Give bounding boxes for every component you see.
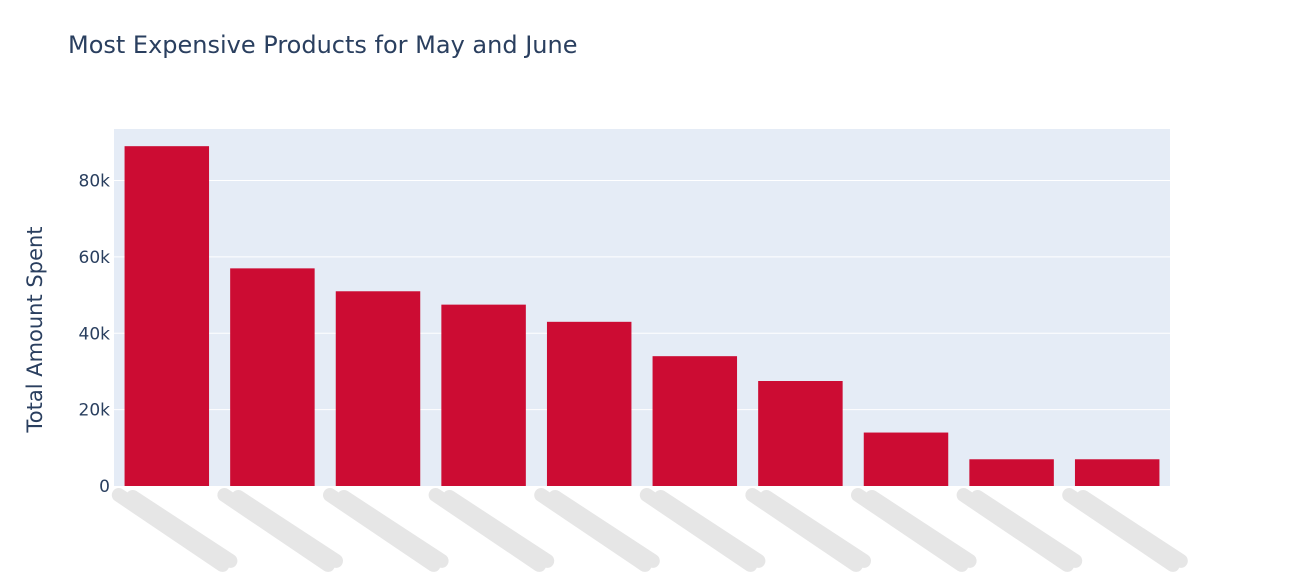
y-tick-label: 40k bbox=[79, 324, 111, 344]
redacted-x-label bbox=[1062, 488, 1188, 572]
bar bbox=[758, 381, 843, 486]
y-axis-title: Total Amount Spent bbox=[23, 226, 47, 433]
redacted-x-label bbox=[745, 488, 871, 572]
y-tick-label: 20k bbox=[79, 401, 111, 421]
bar bbox=[969, 459, 1054, 486]
redacted-x-label bbox=[217, 488, 343, 572]
redacted-x-label bbox=[851, 488, 977, 572]
y-tick-label: 80k bbox=[79, 172, 111, 192]
bar bbox=[863, 432, 949, 486]
bars bbox=[124, 146, 1160, 486]
chart-title: Most Expensive Products for May and June bbox=[68, 31, 577, 59]
redacted-x-label bbox=[639, 488, 766, 572]
bar bbox=[230, 268, 315, 486]
redacted-x-label bbox=[323, 488, 449, 572]
redacted-x-label bbox=[956, 488, 1083, 572]
bar bbox=[546, 321, 632, 486]
y-tick-label: 0 bbox=[99, 477, 110, 497]
bar bbox=[1074, 459, 1160, 486]
y-tick-label: 60k bbox=[79, 248, 111, 268]
bar bbox=[652, 356, 738, 486]
redacted-x-label bbox=[534, 488, 660, 572]
redacted-x-label bbox=[111, 488, 238, 572]
bar bbox=[441, 304, 526, 486]
y-axis-ticks: 0 20k 40k 60k 80k bbox=[79, 172, 111, 497]
redacted-x-label bbox=[428, 488, 555, 572]
x-axis-labels-redacted bbox=[111, 488, 1188, 572]
bar bbox=[335, 291, 421, 486]
bar bbox=[124, 146, 210, 486]
